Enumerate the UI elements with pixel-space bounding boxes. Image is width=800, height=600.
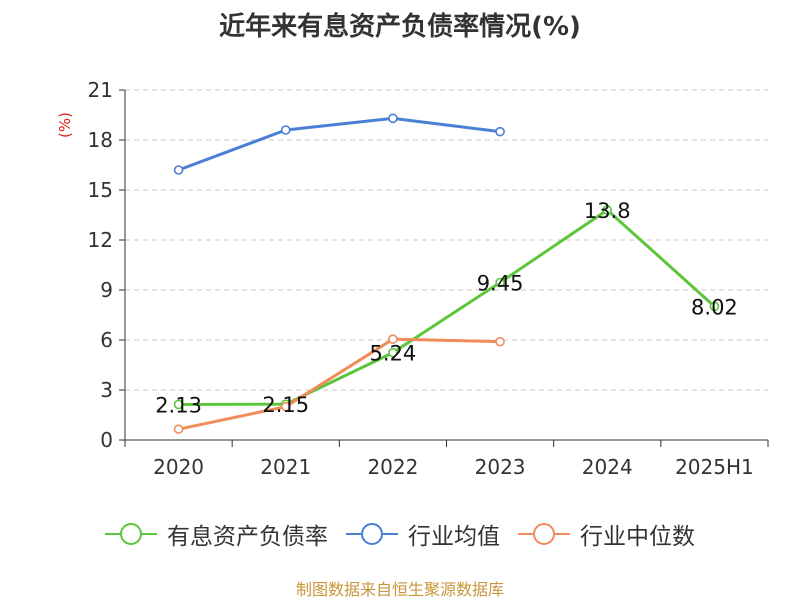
data-label: 8.02 [691, 295, 738, 319]
legend-item[interactable]: 行业均值 [346, 517, 500, 551]
legend-item[interactable]: 行业中位数 [518, 517, 695, 551]
legend-label: 行业中位数 [580, 524, 695, 550]
y-tick-label: 0 [100, 428, 113, 452]
data-point [388, 113, 398, 124]
data-point [388, 334, 398, 344]
data-label: 2.15 [262, 393, 309, 417]
data-point [388, 347, 398, 358]
axes: 0 3 6 9 12 15 18 21 2020 2021 2022 2023 2024 2025H1 [88, 78, 769, 479]
x-tick-label: 2022 [367, 455, 418, 479]
data-point [280, 401, 291, 412]
y-tick-label: 21 [88, 78, 113, 102]
y-tick-label: 15 [88, 178, 113, 202]
data-label: 2.13 [155, 394, 202, 418]
y-tick-label: 18 [88, 128, 113, 152]
data-point [709, 301, 720, 312]
data-point [173, 399, 184, 410]
data-labels: 2.13 2.15 5.24 9.45 13.8 8.02 [155, 199, 738, 418]
y-axis-label: (%) [56, 112, 74, 138]
x-tick-label: 2023 [475, 455, 526, 479]
data-point [602, 205, 613, 215]
data-point [280, 125, 291, 135]
x-tick-label: 2021 [260, 455, 311, 479]
legend: 有息资产负债率 行业均值 行业中位数 [0, 517, 800, 551]
y-tick-label: 9 [100, 278, 113, 302]
x-tick-label: 2025H1 [675, 455, 754, 479]
series-line [178, 208, 716, 406]
series-line [178, 116, 501, 172]
legend-marker-icon [105, 523, 157, 545]
data-point [495, 126, 505, 137]
data-label: 13.8 [584, 199, 631, 223]
data-point [495, 336, 505, 347]
legend-item[interactable]: 有息资产负债率 [105, 517, 328, 551]
legend-marker-icon [518, 523, 570, 545]
legend-marker-icon [346, 523, 398, 545]
grid-lines [125, 89, 768, 391]
data-label: 5.24 [370, 342, 417, 366]
legend-label: 有息资产负债率 [167, 524, 328, 550]
source-note: 制图数据来自恒生聚源数据库 [295, 580, 504, 599]
chart-title: 近年来有息资产负债率情况(%) [219, 12, 581, 42]
data-label: 9.45 [477, 272, 524, 296]
y-tick-label: 6 [100, 328, 113, 352]
y-tick-label: 3 [100, 378, 113, 402]
data-point [495, 277, 505, 288]
data-point [173, 165, 184, 175]
series-line [178, 337, 501, 431]
x-tick-label: 2024 [582, 455, 633, 479]
x-tick-label: 2020 [153, 455, 204, 479]
series-lines [173, 113, 720, 434]
data-point [173, 424, 184, 434]
legend-label: 行业均值 [408, 524, 500, 550]
y-tick-label: 12 [88, 228, 113, 252]
